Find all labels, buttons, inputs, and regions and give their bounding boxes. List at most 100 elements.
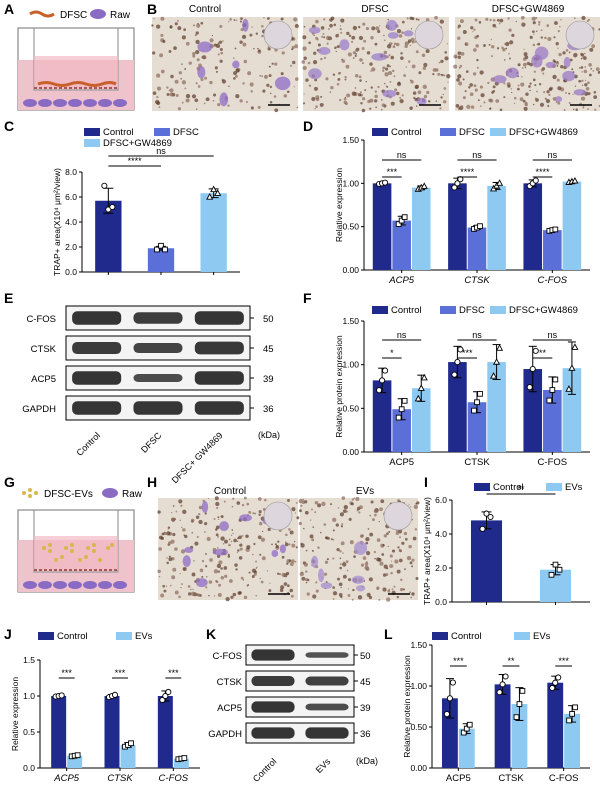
well-inset [565, 20, 595, 50]
legend-label: Control [57, 631, 88, 642]
kda-value: 39 [263, 374, 274, 385]
bar [411, 388, 431, 452]
legend-swatch [84, 128, 100, 136]
data-point [552, 376, 559, 383]
significance-label: *** [61, 668, 72, 678]
blot-band [72, 311, 122, 325]
data-point [496, 179, 504, 186]
y-tick-label: 0.5 [23, 727, 35, 737]
legend-label: Control [493, 482, 524, 493]
data-point [493, 358, 501, 365]
data-point [58, 692, 65, 699]
legend-dfsc-label: DFSC [60, 10, 87, 21]
legend-swatch [154, 128, 170, 136]
transwell-schematic-a: DFSC Raw [17, 9, 135, 111]
data-point [496, 689, 503, 696]
kda-value: 39 [360, 703, 371, 714]
panel-letter-e: E [4, 290, 13, 306]
legend-label: DFSC+GW4869 [509, 127, 578, 138]
data-point [101, 182, 108, 189]
significance-label: ns [472, 150, 482, 160]
significance-label: ns [397, 330, 407, 340]
micrograph-image [298, 496, 420, 602]
legend-label: Control [391, 127, 422, 138]
micrograph-image [157, 496, 300, 602]
kda-value: 50 [263, 314, 274, 325]
bar [372, 380, 392, 452]
data-point [555, 674, 562, 681]
data-point [519, 688, 526, 694]
micrograph-title-control: Control [189, 4, 221, 15]
dfsc-cell-icon [29, 10, 55, 18]
y-tick-label: 0.00 [342, 447, 359, 457]
legend-swatch [546, 483, 562, 491]
blot-band [194, 371, 244, 385]
legend-swatch [38, 632, 54, 640]
bar [120, 744, 136, 768]
legend-swatch [372, 306, 388, 314]
data-point [529, 365, 536, 373]
blot-row-label: C-FOS [212, 651, 242, 662]
blot-band [251, 701, 295, 713]
bar [51, 696, 67, 768]
blot-band [251, 649, 295, 661]
data-point [154, 246, 160, 253]
data-point [532, 177, 539, 184]
significance-label: **** [128, 156, 143, 166]
significance-label: **** [460, 167, 475, 177]
y-axis-label: Relative protein expression [334, 335, 344, 438]
bar [448, 362, 467, 452]
y-axis-label: Relative expression [10, 677, 20, 751]
blot-band [251, 727, 295, 739]
data-point [460, 729, 467, 736]
data-point [395, 221, 402, 227]
blot-row-label: GAPDH [22, 404, 56, 415]
data-point [474, 399, 480, 406]
bar [200, 193, 227, 272]
blot-band [251, 675, 295, 687]
legend-swatch [440, 306, 456, 314]
y-tick-label: 0.00 [410, 763, 427, 773]
data-point [181, 755, 188, 761]
data-point [471, 407, 477, 414]
data-point [532, 347, 539, 354]
micrograph-title-dfsc-gw4869: DFSC+GW4869 [492, 4, 565, 15]
bar [523, 369, 543, 452]
well-inset [263, 20, 293, 50]
data-point [571, 176, 579, 184]
kda-value: 50 [360, 651, 371, 662]
panel-letter-b: B [147, 1, 157, 17]
chart-f: 0.00 0.50 1.00 1.50 Relative protein express… [334, 305, 590, 468]
significance-label: *** [168, 668, 179, 678]
y-tick-label: 1.00 [342, 178, 359, 188]
x-tick-label: C-FOS [538, 457, 568, 468]
kda-value: 36 [263, 404, 274, 415]
significance-label: ** [517, 484, 525, 494]
bar [458, 728, 475, 768]
bar [547, 682, 564, 768]
legend-swatch [440, 128, 456, 136]
micrograph-image [151, 16, 299, 113]
x-tick-label: CTSK [498, 773, 524, 784]
data-point [382, 367, 389, 374]
y-tick-label: 1.50 [342, 316, 359, 326]
panel-letter-f: F [303, 290, 312, 306]
blot-band [305, 727, 349, 739]
blot-band [133, 342, 183, 354]
significance-label: ns [548, 330, 558, 340]
chart-d: 0.00 0.50 1.00 1.50 Relative expression ACP5 C… [334, 127, 590, 286]
bar [411, 187, 431, 270]
data-point [479, 525, 486, 532]
y-tick-label: 2.0 [65, 242, 77, 252]
y-tick-label: 1.50 [342, 135, 359, 145]
micrograph-image [453, 15, 600, 112]
legend-swatch [432, 632, 448, 640]
data-point [109, 203, 116, 211]
data-point [417, 384, 425, 391]
panel-letter-j: J [4, 626, 12, 642]
micrograph-title-h-control: Control [214, 486, 246, 497]
data-point [454, 358, 461, 366]
legend-swatch [490, 306, 506, 314]
